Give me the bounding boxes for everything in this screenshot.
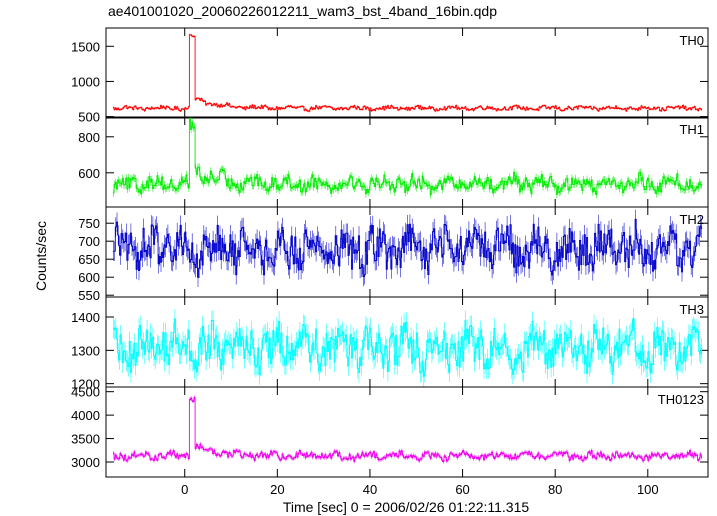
y-tick-label: 600: [78, 270, 100, 285]
chart-title: ae401001020_20060226012211_wam3_bst_4ban…: [108, 3, 497, 19]
y-tick-label: 800: [78, 130, 100, 145]
series-errorbars-th2: [113, 209, 702, 287]
y-axis-label: Counts/sec: [33, 221, 49, 291]
series-line-th2: [112, 218, 703, 278]
panel-frame: [105, 116, 709, 208]
series-line-th0: [112, 34, 703, 112]
y-tick-label: 3000: [71, 455, 100, 470]
panel-label: TH0123: [658, 392, 704, 407]
panel-label: TH0: [679, 33, 704, 48]
y-tick-label: 550: [78, 288, 100, 303]
series-errorbars-th1: [113, 117, 702, 199]
y-tick-label: 1400: [71, 310, 100, 325]
y-tick-label: 500: [78, 110, 100, 125]
y-tick-label: 600: [78, 166, 100, 181]
x-tick-label: 40: [363, 482, 377, 497]
y-tick-label: 650: [78, 252, 100, 267]
y-tick-label: 1000: [71, 74, 100, 89]
y-tick-label: 1200: [71, 377, 100, 392]
series-errorbars-th0123: [113, 395, 702, 464]
y-tick-label: 750: [78, 216, 100, 231]
x-tick-label: 100: [637, 482, 659, 497]
series-line-th3: [112, 317, 703, 377]
y-tick-label: 700: [78, 234, 100, 249]
x-tick-label: 20: [270, 482, 284, 497]
x-tick-label: 0: [181, 482, 188, 497]
series-line-th0123: [112, 396, 703, 462]
y-tick-label: 1300: [71, 343, 100, 358]
series-line-th1: [112, 118, 703, 196]
panel-label: TH3: [679, 302, 704, 317]
panel-frame: [105, 386, 709, 478]
panel-label: TH2: [679, 212, 704, 227]
y-tick-label: 4000: [71, 408, 100, 423]
y-tick-label: 1500: [71, 39, 100, 54]
panel-label: TH1: [679, 122, 704, 137]
y-tick-label: 3500: [71, 432, 100, 447]
y-tick-label: 4500: [71, 385, 100, 400]
x-axis-label: Time [sec] 0 = 2006/02/26 01:22:11.315: [283, 499, 530, 515]
x-tick-label: 80: [548, 482, 562, 497]
x-tick-label: 60: [455, 482, 469, 497]
panel-frame: [105, 27, 709, 119]
